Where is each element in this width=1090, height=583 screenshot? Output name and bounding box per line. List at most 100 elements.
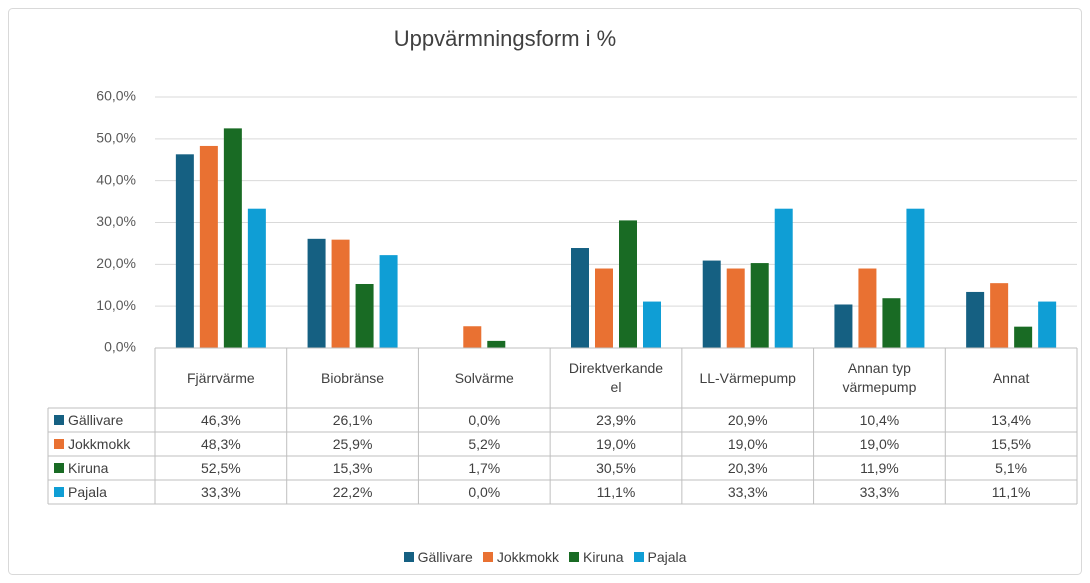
table-value: 0,0% <box>468 411 501 428</box>
table-value: 48,3% <box>201 435 241 452</box>
bar <box>774 208 793 348</box>
y-tick-label: 20,0% <box>96 255 136 271</box>
x-tick-label: Solvärme <box>454 369 514 386</box>
y-tick-label: 50,0% <box>96 130 136 146</box>
table-value: 30,5% <box>596 459 636 476</box>
legend-swatch <box>633 552 644 562</box>
table-value: 26,1% <box>332 411 373 428</box>
legend-label: Kiruna <box>583 549 624 565</box>
table-value: 5,1% <box>995 459 1028 476</box>
bar <box>355 283 374 348</box>
series-name: Kiruna <box>68 460 109 476</box>
bar <box>199 145 218 348</box>
table-value: 19,0% <box>596 435 636 452</box>
table-value: 15,5% <box>991 435 1031 452</box>
bar <box>247 208 266 348</box>
legend-swatch <box>403 552 414 562</box>
table-value: 52,5% <box>201 459 241 476</box>
legend-key <box>54 463 64 473</box>
bar <box>726 268 745 348</box>
legend-key <box>54 487 64 497</box>
x-tick-label: LL-Värmepump <box>699 369 796 386</box>
table-value: 11,1% <box>596 483 636 500</box>
x-tick-label: Fjärrvärme <box>187 369 255 386</box>
legend: Gällivare Jokkmokk Kiruna Pajala <box>0 549 1090 565</box>
bar <box>223 128 242 348</box>
y-tick-label: 40,0% <box>96 171 136 187</box>
legend-label: Gällivare <box>417 549 473 565</box>
legend-key <box>54 415 64 425</box>
bar <box>379 255 398 348</box>
y-tick-label: 0,0% <box>104 339 136 355</box>
category-cell: LL-Värmepump <box>682 348 814 408</box>
series-name: Pajala <box>68 484 107 500</box>
table-value: 46,3% <box>201 411 241 428</box>
table-value: 20,9% <box>727 411 768 428</box>
bar <box>990 283 1009 348</box>
legend-label: Jokkmokk <box>496 549 560 565</box>
category-cell: Solvärme <box>418 348 550 408</box>
x-tick-label: Biobränse <box>321 369 385 386</box>
table-value: 10,4% <box>859 411 900 428</box>
table-value: 33,3% <box>201 483 241 500</box>
legend-label: Pajala <box>647 549 687 565</box>
x-tick-label: Annat <box>992 369 1030 386</box>
table-value: 33,3% <box>727 483 768 500</box>
category-cell: Annat <box>945 348 1077 408</box>
table-value: 11,1% <box>991 483 1031 500</box>
table-value: 11,9% <box>860 459 899 476</box>
table-value: 25,9% <box>332 435 373 452</box>
bar <box>750 263 769 348</box>
bar <box>463 326 482 348</box>
table-value: 0,0% <box>468 483 501 500</box>
table-value: 1,7% <box>468 459 501 476</box>
bar <box>1038 301 1057 348</box>
category-cell: Biobränse <box>287 348 419 408</box>
bar <box>487 340 506 348</box>
table-value: 15,3% <box>332 459 373 476</box>
bar <box>307 238 326 348</box>
bar <box>906 208 925 348</box>
legend-item: Jokkmokk <box>482 549 560 565</box>
bar <box>858 268 877 348</box>
row-label: Jokkmokk <box>54 432 130 456</box>
legend-key <box>54 439 64 449</box>
row-label: Pajala <box>54 480 107 504</box>
table-value: 23,9% <box>596 411 636 428</box>
category-cell: Fjärrvärme <box>155 348 287 408</box>
bar <box>595 268 613 348</box>
y-tick-label: 60,0% <box>96 88 136 104</box>
row-label: Gällivare <box>54 408 123 432</box>
legend-item: Kiruna <box>569 549 624 565</box>
legend-item: Pajala <box>633 549 687 565</box>
bar <box>571 248 589 348</box>
bar <box>966 291 985 348</box>
bar <box>882 298 901 348</box>
table-value: 22,2% <box>332 483 373 500</box>
bar <box>834 304 853 348</box>
bar <box>1014 326 1033 348</box>
series-name: Jokkmokk <box>68 436 131 452</box>
row-label: Kiruna <box>54 456 108 480</box>
x-tick-label: Annan typ värmepump <box>842 360 917 395</box>
series-name: Gällivare <box>68 412 124 428</box>
chart-title: Uppvärmningsform i % <box>394 26 617 51</box>
table-value: 33,3% <box>859 483 900 500</box>
legend-item: Gällivare <box>403 549 473 565</box>
category-cell: Direktverkande el <box>550 348 682 408</box>
bar <box>619 220 637 348</box>
category-cell: Annan typ värmepump <box>814 348 946 408</box>
table-value: 13,4% <box>991 411 1031 428</box>
y-tick-label: 30,0% <box>96 213 136 229</box>
bar <box>331 239 350 348</box>
table-value: 19,0% <box>727 435 768 452</box>
table-value: 19,0% <box>859 435 900 452</box>
legend-swatch <box>482 552 493 562</box>
table-value: 5,2% <box>468 435 501 452</box>
bar <box>643 301 661 348</box>
bar <box>175 154 194 348</box>
bar <box>702 260 721 348</box>
table-value: 20,3% <box>727 459 768 476</box>
